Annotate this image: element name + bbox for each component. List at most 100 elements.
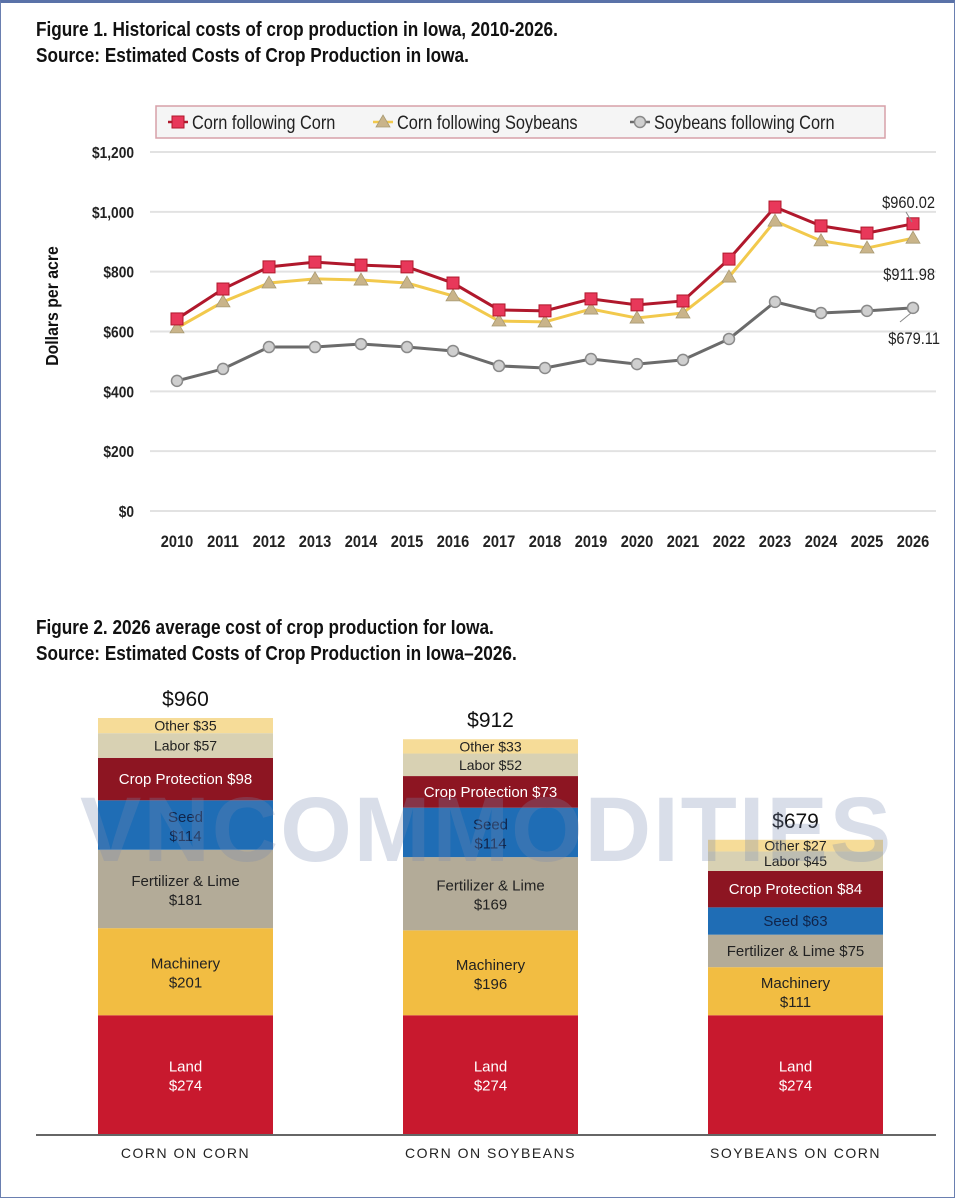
bar-stack: Land $274 Machinery $196 Fertilizer & Lime $1… (403, 709, 578, 1161)
segment-label: Other $27 (764, 838, 826, 854)
bar-segment-labor (403, 753, 578, 777)
x-tick-label: 2022 (713, 533, 746, 551)
x-tick-label: 2024 (805, 533, 838, 551)
x-tick-label: 2018 (529, 533, 562, 551)
segment-label: Other $35 (154, 718, 216, 734)
data-point-triangle (375, 114, 391, 128)
segment-label: Crop Protection $98 (119, 771, 252, 788)
bar-segment-fertilizer-lime (708, 934, 883, 968)
category-label: CORN ON CORN (121, 1145, 250, 1161)
data-point-square (676, 294, 690, 308)
segment-label: Crop Protection $73 (424, 784, 557, 801)
segment-value: $114 (474, 835, 506, 852)
data-point-square (814, 219, 828, 233)
data-point-triangle (629, 310, 645, 324)
data-point-circle (676, 353, 690, 367)
data-point-circle (170, 374, 184, 388)
x-tick-label: 2011 (207, 533, 239, 551)
x-tick-label: 2013 (299, 533, 332, 551)
data-point-triangle (169, 320, 185, 334)
segment-label: Machinery (456, 957, 526, 974)
series-soybeans-following-corn (170, 295, 920, 388)
bar-segment-seed (403, 807, 578, 858)
bar-segment-fertilizer-lime (98, 849, 273, 929)
data-point-square (538, 304, 552, 318)
data-point-circle (860, 304, 874, 318)
series-corn-following-soybeans (169, 213, 921, 334)
data-point-triangle (261, 275, 277, 289)
data-point-circle (584, 352, 598, 366)
segment-value: $114 (169, 828, 201, 845)
data-point-circle (216, 362, 230, 376)
data-point-circle (446, 344, 460, 358)
data-point-triangle (445, 288, 461, 302)
annotation-leader (905, 211, 913, 223)
data-point-circle (400, 340, 414, 354)
bar-segment-labor (98, 733, 273, 758)
data-point-square (492, 303, 506, 317)
bar-stack: Land $274 Machinery $111 Fertilizer & Lime $… (708, 810, 883, 1161)
x-tick-label: 2010 (161, 533, 194, 551)
bar-segment-seed (708, 907, 883, 935)
bar-total-label: $912 (467, 709, 514, 732)
bar-segment-machinery (403, 930, 578, 1016)
x-tick-label: 2025 (851, 533, 884, 551)
data-point-triangle (721, 269, 737, 283)
data-point-square (171, 115, 185, 129)
data-point-square (308, 255, 322, 269)
figure1-subtitle: Source: Estimated Costs of Crop Producti… (36, 45, 469, 67)
bar-segment-machinery (98, 928, 273, 1016)
x-tick-label: 2015 (391, 533, 424, 551)
data-point-square (446, 276, 460, 290)
data-point-triangle (767, 213, 783, 227)
figure2-subtitle: Source: Estimated Costs of Crop Producti… (36, 643, 517, 665)
category-label: CORN ON SOYBEANS (405, 1145, 576, 1161)
legend-box (155, 105, 886, 139)
segment-label: Crop Protection $84 (729, 881, 862, 898)
bar-segment-machinery (708, 967, 883, 1016)
legend: Corn following Corn Corn following Soybea… (155, 105, 886, 139)
bar-segment-crop-protection (708, 870, 883, 908)
bar-segment-land (403, 1015, 578, 1134)
figure2-title: Figure 2. 2026 average cost of crop prod… (36, 617, 494, 639)
segment-label: Labor $52 (459, 757, 522, 773)
segment-value: $169 (474, 897, 507, 914)
segment-label: Labor $57 (154, 738, 217, 754)
data-point-square (630, 298, 644, 312)
bar-segment-crop-protection (403, 776, 578, 808)
data-point-triangle (491, 313, 507, 327)
y-tick-label: $1,000 (92, 204, 134, 222)
data-point-square (216, 282, 230, 296)
data-point-circle (633, 115, 647, 129)
annotation-leader (899, 312, 912, 323)
data-point-square (354, 258, 368, 272)
data-point-square (400, 260, 414, 274)
bar-stack: Land $274 Machinery $201 Fertilizer & Lime $1… (98, 688, 273, 1161)
segment-value: $274 (169, 1078, 202, 1095)
data-point-circle (262, 340, 276, 354)
series-corn-following-corn (170, 200, 920, 326)
data-point-circle (354, 337, 368, 351)
data-point-square (768, 200, 782, 214)
segment-label: Fertilizer & Lime $75 (727, 943, 865, 960)
y-tick-label: $1,200 (92, 144, 134, 162)
bar-segment-land (708, 1015, 883, 1134)
segment-label: Labor $45 (764, 853, 827, 869)
segment-label: Machinery (151, 956, 221, 973)
data-point-circle (492, 359, 506, 373)
data-point-triangle (399, 275, 415, 289)
segment-label: Land (779, 1059, 812, 1076)
segment-label: Land (169, 1059, 202, 1076)
segment-label: Machinery (761, 975, 831, 992)
segment-label: Fertilizer & Lime (436, 878, 544, 895)
legend-entry: Corn following Soybeans (397, 112, 578, 133)
data-point-square (722, 252, 736, 266)
y-tick-label: $800 (103, 264, 134, 282)
data-point-circle (906, 301, 920, 315)
data-point-square (906, 217, 920, 231)
bar-segment-fertilizer-lime (403, 857, 578, 931)
data-point-triangle (859, 240, 875, 254)
segment-label: Fertilizer & Lime (131, 873, 239, 890)
segment-value: $274 (474, 1078, 507, 1095)
